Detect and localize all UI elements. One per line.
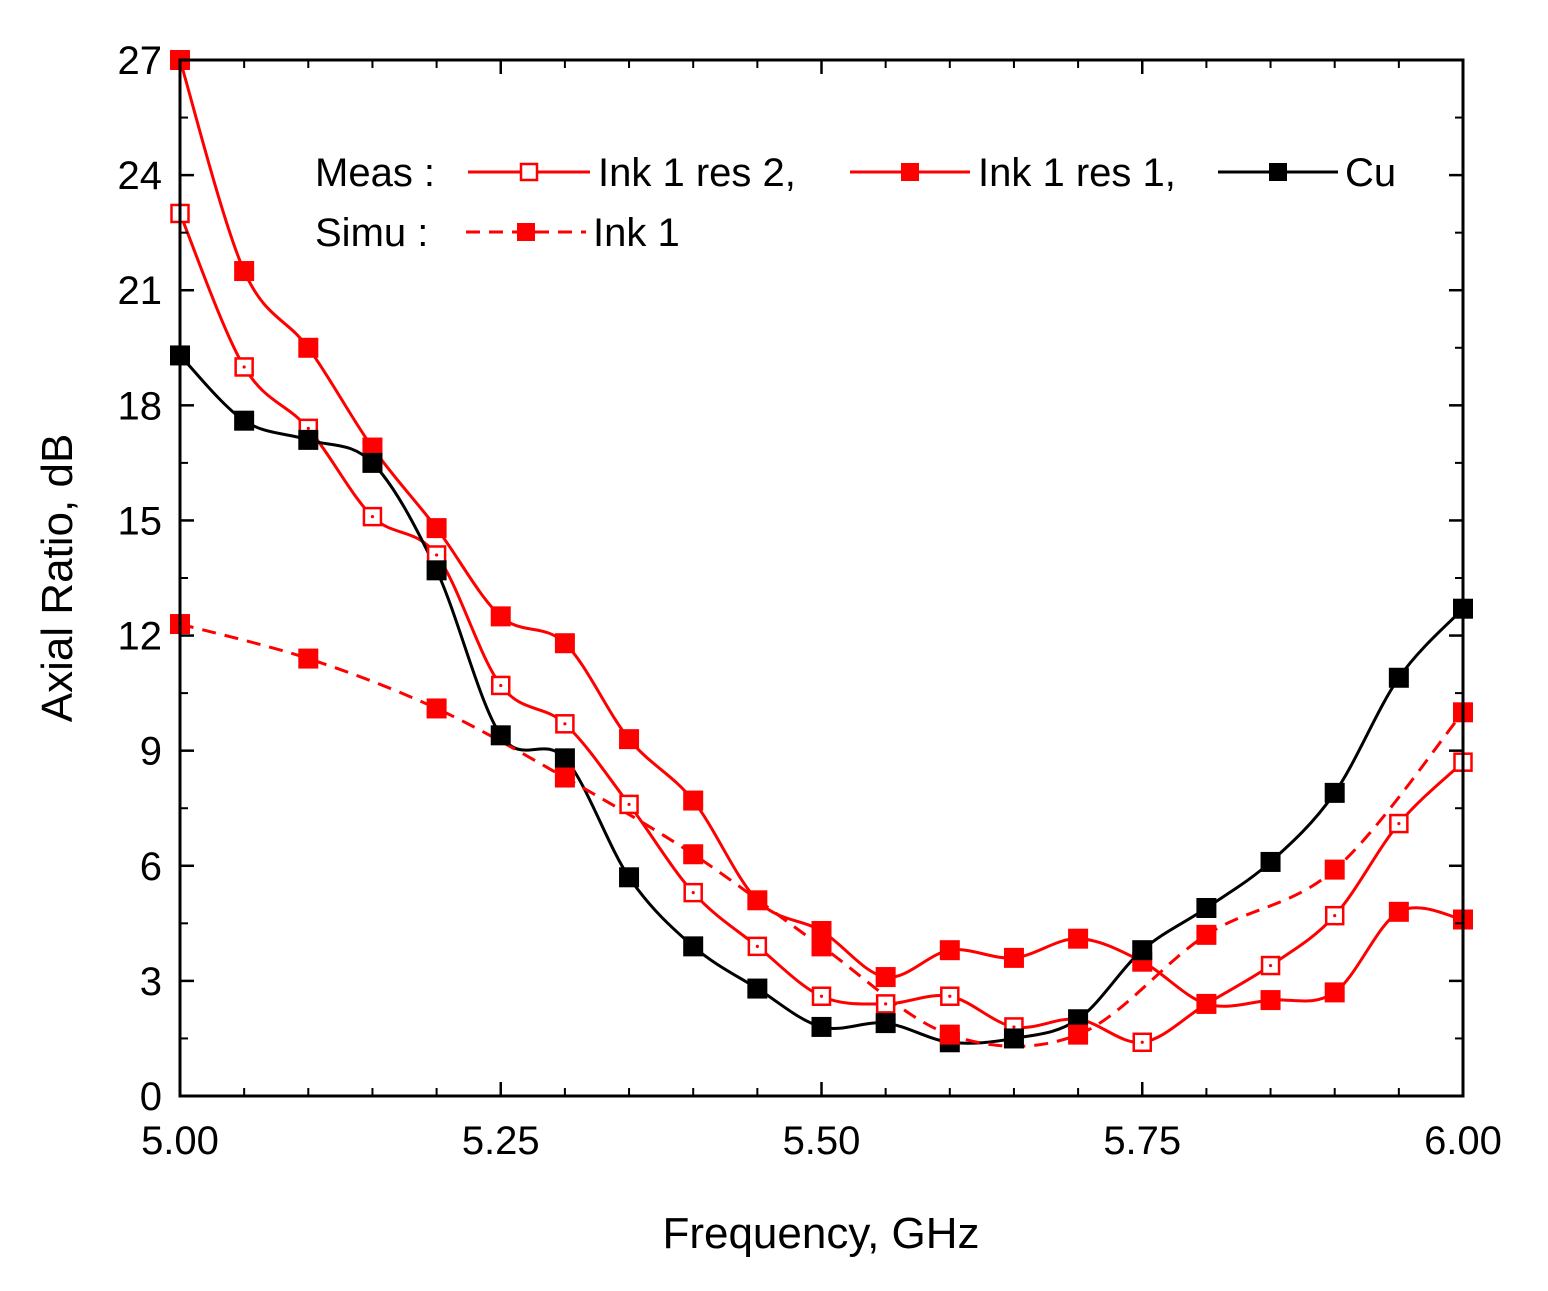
data-point-meas-ink-1-res-1 [811, 921, 832, 942]
data-point-meas-ink-1-res-1 [234, 261, 255, 282]
data-point-meas-ink-1-res-1 [1196, 993, 1217, 1014]
data-point-dot [499, 683, 503, 688]
x-tick-label: 5.25 [462, 1119, 540, 1163]
data-point-meas-cu [1196, 897, 1217, 918]
x-tick-label: 5.50 [783, 1119, 861, 1163]
data-point-dot [1268, 963, 1273, 968]
data-point-dot [1012, 1025, 1016, 1029]
legend-label-cu: Cu [1345, 151, 1396, 195]
data-point-dot [691, 891, 695, 895]
data-point-meas-cu [619, 867, 640, 888]
data-point-meas-ink-1-res-1 [747, 890, 768, 911]
x-tick-label: 6.00 [1424, 1119, 1502, 1163]
legend-label-ink1-res1: Ink 1 res 1, [978, 151, 1176, 195]
data-point-meas-cu [1324, 782, 1345, 803]
data-point-meas-cu [1132, 940, 1153, 961]
data-point-meas-ink-1-res-1 [1324, 982, 1345, 1003]
y-tick-label: 21 [118, 269, 163, 313]
y-tick-label: 9 [140, 730, 162, 774]
data-point-simu-ink-1 [298, 648, 319, 669]
y-tick-label: 15 [118, 499, 163, 543]
data-point-meas-ink-1-res-1 [1003, 947, 1024, 968]
data-point-meas-ink-1-res-1 [490, 606, 511, 627]
legend-marker-cu [1269, 163, 1287, 181]
data-point-simu-ink-1 [939, 1024, 960, 1045]
data-point-dot [435, 553, 439, 557]
data-point-simu-ink-1 [554, 767, 575, 788]
data-point-simu-ink-1 [1196, 924, 1217, 945]
data-point-meas-cu [234, 410, 255, 431]
y-tick-label: 3 [140, 960, 162, 1004]
legend-simu-label: Simu : [315, 211, 428, 255]
data-point-meas-cu [426, 560, 447, 581]
data-point-meas-ink-1-res-1 [362, 437, 383, 458]
data-point-simu-ink-1 [426, 698, 447, 719]
marker-layer [170, 50, 1473, 1053]
data-point-meas-cu [683, 936, 704, 957]
tick-layer: 5.00 5.25 5.50 5.75 6.00 0 3 6 9 12 15 18 21 24 27 [118, 39, 1502, 1163]
data-point-meas-ink-1-res-1 [939, 940, 960, 961]
data-point-simu-ink-1 [683, 844, 704, 865]
y-axis-title: Axial Ratio, dB [33, 434, 82, 723]
data-point-dot [755, 944, 759, 948]
data-point-meas-ink-1-res-1 [1260, 990, 1281, 1011]
legend-label-ink1-sim: Ink 1 [593, 211, 680, 255]
data-point-meas-ink-1-res-1 [875, 967, 896, 988]
data-point-meas-cu [490, 725, 511, 746]
data-point-simu-ink-1 [1324, 859, 1345, 880]
data-point-meas-ink-1-res-1 [298, 337, 319, 358]
y-tick-label: 12 [118, 615, 163, 659]
x-tick-label: 5.00 [141, 1119, 219, 1163]
data-point-meas-ink-1-res-1 [554, 633, 575, 654]
data-point-meas-ink-1-res-1 [619, 729, 640, 750]
data-point-meas-cu [811, 1016, 832, 1037]
legend-meas-label: Meas : [315, 151, 435, 195]
data-point-meas-ink-1-res-1 [683, 790, 704, 811]
legend-label-ink1-res2: Ink 1 res 2, [598, 151, 796, 195]
legend-marker-ink1-res1 [901, 163, 919, 181]
data-point-dot [948, 994, 952, 998]
data-point-simu-ink-1 [811, 936, 832, 957]
legend-marker-ink1-res2 [519, 162, 539, 182]
data-point-simu-ink-1 [1068, 1024, 1089, 1045]
data-point-dot [370, 515, 375, 519]
data-point-meas-cu [554, 748, 575, 769]
data-point-meas-cu [875, 1013, 896, 1034]
data-point-dot [1397, 821, 1401, 826]
data-point-dot [884, 1002, 888, 1006]
y-tick-label: 27 [118, 39, 163, 83]
data-point-dot [1140, 1040, 1144, 1044]
data-point-dot [819, 994, 824, 998]
legend-marker-ink1-sim [517, 223, 535, 241]
data-point-meas-cu [1388, 667, 1409, 688]
data-point-meas-cu [362, 452, 383, 473]
y-tick-label: 24 [118, 154, 163, 198]
data-point-dot [242, 365, 246, 369]
data-point-dot [1333, 914, 1337, 918]
legend: Meas : Simu : Ink 1 res 2, Ink 1 res 1, … [315, 151, 1396, 255]
data-point-meas-ink-1-res-1 [1068, 928, 1089, 949]
x-axis-title: Frequency, GHz [662, 1209, 979, 1258]
y-tick-label: 18 [118, 384, 163, 428]
data-point-meas-cu [747, 978, 768, 999]
data-point-meas-cu [298, 429, 319, 450]
data-point-dot [306, 426, 310, 430]
data-point-meas-ink-1-res-1 [426, 518, 447, 539]
data-point-meas-cu [1003, 1028, 1024, 1049]
data-point-dot [627, 802, 631, 806]
y-tick-label: 0 [140, 1075, 162, 1119]
y-tick-label: 6 [140, 845, 162, 889]
series-line-meas-ink-1-res-1 [180, 60, 1463, 1008]
data-point-dot [563, 722, 567, 726]
data-point-meas-ink-1-res-1 [1388, 901, 1409, 922]
data-point-meas-cu [1260, 851, 1281, 872]
x-tick-label: 5.75 [1103, 1119, 1181, 1163]
data-point-meas-cu [1068, 1009, 1089, 1030]
